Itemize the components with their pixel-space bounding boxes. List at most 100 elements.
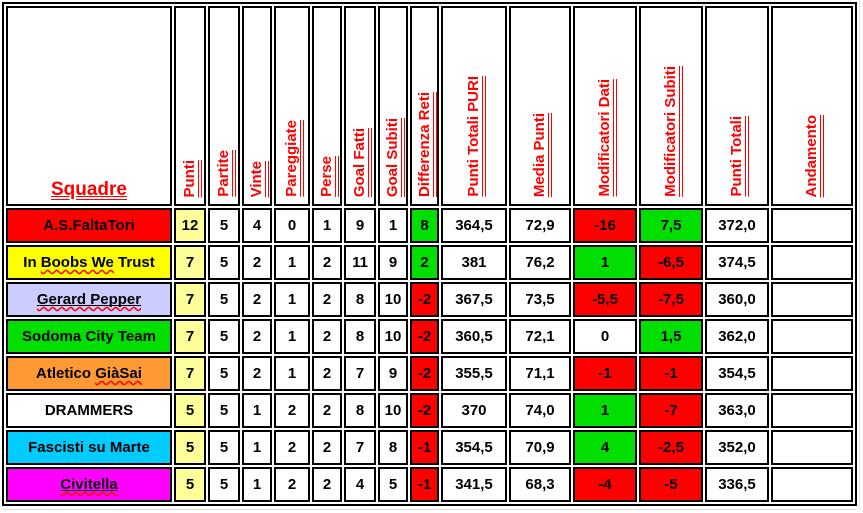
cell-media-punti[interactable]: 71,1 bbox=[509, 356, 571, 391]
cell-goal-fatti[interactable]: 8 bbox=[344, 393, 376, 428]
cell-andamento[interactable] bbox=[771, 430, 853, 465]
cell-goal-fatti[interactable]: 11 bbox=[344, 245, 376, 280]
team-name-cell[interactable]: In Boobs We Trust bbox=[6, 245, 172, 280]
cell-differenza-reti[interactable]: -2 bbox=[410, 356, 439, 391]
cell-andamento[interactable] bbox=[771, 208, 853, 243]
cell-partite[interactable]: 5 bbox=[208, 393, 240, 428]
cell-modificatori-subiti[interactable]: 1,5 bbox=[639, 319, 703, 354]
cell-differenza-reti[interactable]: 8 bbox=[410, 208, 439, 243]
cell-modificatori-dati[interactable]: -1 bbox=[573, 356, 637, 391]
header-goal-subiti[interactable]: Goal Subiti bbox=[378, 6, 408, 206]
header-differenza-reti[interactable]: Differenza Reti bbox=[410, 6, 439, 206]
cell-andamento[interactable] bbox=[771, 245, 853, 280]
cell-punti-totali[interactable]: 360,0 bbox=[705, 282, 769, 317]
header-modificatori-subiti[interactable]: Modificatori Subiti bbox=[639, 6, 703, 206]
cell-modificatori-subiti[interactable]: -7 bbox=[639, 393, 703, 428]
header-media-punti[interactable]: Media Punti bbox=[509, 6, 571, 206]
cell-partite[interactable]: 5 bbox=[208, 282, 240, 317]
cell-modificatori-subiti[interactable]: -2,5 bbox=[639, 430, 703, 465]
cell-goal-fatti[interactable]: 7 bbox=[344, 356, 376, 391]
cell-andamento[interactable] bbox=[771, 356, 853, 391]
cell-punti-totali[interactable]: 372,0 bbox=[705, 208, 769, 243]
team-name-cell[interactable]: Fascisti su Marte bbox=[6, 430, 172, 465]
cell-pareggiate[interactable]: 2 bbox=[274, 467, 310, 502]
cell-media-punti[interactable]: 70,9 bbox=[509, 430, 571, 465]
cell-perse[interactable]: 2 bbox=[312, 319, 342, 354]
cell-pareggiate[interactable]: 1 bbox=[274, 245, 310, 280]
cell-goal-fatti[interactable]: 9 bbox=[344, 208, 376, 243]
cell-partite[interactable]: 5 bbox=[208, 319, 240, 354]
cell-perse[interactable]: 2 bbox=[312, 430, 342, 465]
cell-punti[interactable]: 7 bbox=[174, 356, 206, 391]
cell-media-punti[interactable]: 73,5 bbox=[509, 282, 571, 317]
cell-punti[interactable]: 7 bbox=[174, 282, 206, 317]
cell-pareggiate[interactable]: 2 bbox=[274, 393, 310, 428]
cell-punti[interactable]: 5 bbox=[174, 430, 206, 465]
cell-modificatori-subiti[interactable]: -6,5 bbox=[639, 245, 703, 280]
cell-vinte[interactable]: 2 bbox=[242, 245, 272, 280]
header-pareggiate[interactable]: Pareggiate bbox=[274, 6, 310, 206]
cell-punti-totali[interactable]: 352,0 bbox=[705, 430, 769, 465]
cell-modificatori-subiti[interactable]: -7,5 bbox=[639, 282, 703, 317]
cell-perse[interactable]: 2 bbox=[312, 467, 342, 502]
cell-partite[interactable]: 5 bbox=[208, 356, 240, 391]
cell-perse[interactable]: 2 bbox=[312, 356, 342, 391]
cell-punti-totali[interactable]: 336,5 bbox=[705, 467, 769, 502]
cell-partite[interactable]: 5 bbox=[208, 430, 240, 465]
cell-punti[interactable]: 5 bbox=[174, 467, 206, 502]
team-name-cell[interactable]: Gerard Pepper bbox=[6, 282, 172, 317]
cell-partite[interactable]: 5 bbox=[208, 245, 240, 280]
cell-modificatori-dati[interactable]: -5,5 bbox=[573, 282, 637, 317]
header-partite[interactable]: Partite bbox=[208, 6, 240, 206]
cell-punti-totali[interactable]: 374,5 bbox=[705, 245, 769, 280]
cell-punti-totali[interactable]: 362,0 bbox=[705, 319, 769, 354]
cell-differenza-reti[interactable]: -2 bbox=[410, 282, 439, 317]
cell-punti[interactable]: 12 bbox=[174, 208, 206, 243]
cell-media-punti[interactable]: 76,2 bbox=[509, 245, 571, 280]
cell-modificatori-dati[interactable]: 0 bbox=[573, 319, 637, 354]
header-squadre[interactable]: Squadre bbox=[6, 6, 172, 206]
cell-goal-subiti[interactable]: 9 bbox=[378, 356, 408, 391]
header-punti[interactable]: Punti bbox=[174, 6, 206, 206]
cell-goal-subiti[interactable]: 1 bbox=[378, 208, 408, 243]
cell-vinte[interactable]: 2 bbox=[242, 282, 272, 317]
cell-media-punti[interactable]: 68,3 bbox=[509, 467, 571, 502]
cell-andamento[interactable] bbox=[771, 319, 853, 354]
cell-partite[interactable]: 5 bbox=[208, 208, 240, 243]
header-andamento[interactable]: Andamento bbox=[771, 6, 853, 206]
cell-vinte[interactable]: 2 bbox=[242, 319, 272, 354]
team-name-cell[interactable]: A.S.FaltaTori bbox=[6, 208, 172, 243]
cell-perse[interactable]: 2 bbox=[312, 245, 342, 280]
cell-punti[interactable]: 5 bbox=[174, 393, 206, 428]
header-modificatori-dati[interactable]: Modificatori Dati bbox=[573, 6, 637, 206]
cell-punti-totali-puri[interactable]: 341,5 bbox=[441, 467, 507, 502]
header-vinte[interactable]: Vinte bbox=[242, 6, 272, 206]
cell-goal-subiti[interactable]: 9 bbox=[378, 245, 408, 280]
cell-vinte[interactable]: 1 bbox=[242, 467, 272, 502]
cell-goal-fatti[interactable]: 7 bbox=[344, 430, 376, 465]
cell-goal-fatti[interactable]: 8 bbox=[344, 319, 376, 354]
cell-partite[interactable]: 5 bbox=[208, 467, 240, 502]
cell-punti[interactable]: 7 bbox=[174, 245, 206, 280]
cell-goal-subiti[interactable]: 10 bbox=[378, 319, 408, 354]
cell-goal-fatti[interactable]: 4 bbox=[344, 467, 376, 502]
cell-modificatori-subiti[interactable]: 7,5 bbox=[639, 208, 703, 243]
header-punti-totali-puri[interactable]: Punti Totali PURI bbox=[441, 6, 507, 206]
cell-vinte[interactable]: 4 bbox=[242, 208, 272, 243]
cell-punti-totali-puri[interactable]: 367,5 bbox=[441, 282, 507, 317]
cell-differenza-reti[interactable]: -1 bbox=[410, 467, 439, 502]
cell-pareggiate[interactable]: 1 bbox=[274, 356, 310, 391]
cell-punti-totali[interactable]: 354,5 bbox=[705, 356, 769, 391]
cell-modificatori-subiti[interactable]: -1 bbox=[639, 356, 703, 391]
cell-punti-totali-puri[interactable]: 360,5 bbox=[441, 319, 507, 354]
cell-goal-subiti[interactable]: 10 bbox=[378, 393, 408, 428]
cell-goal-subiti[interactable]: 10 bbox=[378, 282, 408, 317]
cell-media-punti[interactable]: 74,0 bbox=[509, 393, 571, 428]
cell-modificatori-subiti[interactable]: -5 bbox=[639, 467, 703, 502]
cell-modificatori-dati[interactable]: -16 bbox=[573, 208, 637, 243]
cell-punti-totali-puri[interactable]: 354,5 bbox=[441, 430, 507, 465]
cell-modificatori-dati[interactable]: 4 bbox=[573, 430, 637, 465]
cell-punti-totali-puri[interactable]: 381 bbox=[441, 245, 507, 280]
cell-punti-totali-puri[interactable]: 370 bbox=[441, 393, 507, 428]
cell-goal-subiti[interactable]: 8 bbox=[378, 430, 408, 465]
